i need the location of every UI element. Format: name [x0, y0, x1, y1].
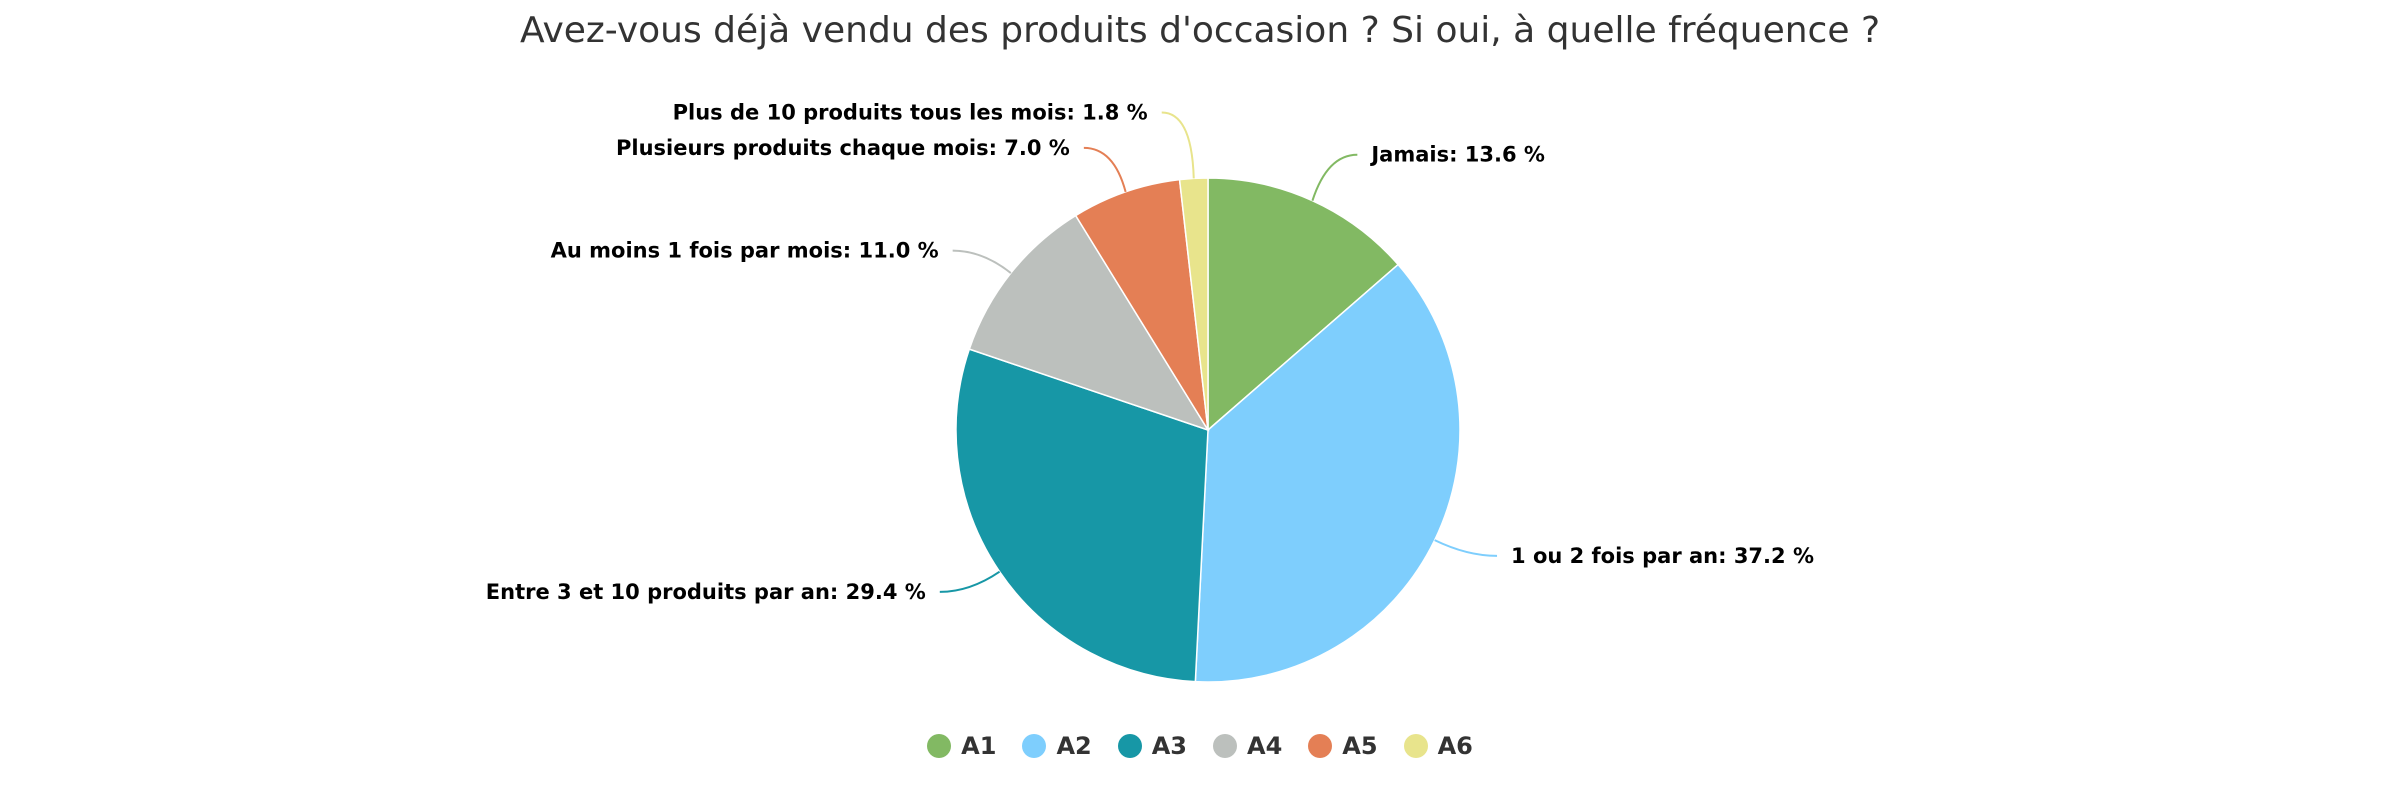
legend-label: A4: [1247, 732, 1283, 760]
slice-connector-a3: [939, 570, 1001, 593]
slice-data-label-a3: Entre 3 et 10 produits par an: 29.4 %: [486, 580, 926, 604]
slice-data-label-a1: Jamais: 13.6 %: [1369, 143, 1545, 167]
pie-slice-a1[interactable]: [1207, 177, 1400, 432]
slice-data-label-a4: Au moins 1 fois par mois: 11.0 %: [551, 239, 939, 263]
legend-item-a5[interactable]: A5: [1308, 732, 1378, 760]
legend-swatch-icon: [1403, 734, 1428, 758]
chart-legend: A1 A2 A3 A4 A5 A6: [0, 732, 2400, 760]
slice-data-label-a5: Plusieurs produits chaque mois: 7.0 %: [616, 136, 1070, 160]
slice-connector-a1: [1311, 153, 1358, 201]
legend-label: A6: [1437, 732, 1473, 760]
slice-connector-a4: [952, 249, 1012, 274]
slice-data-label-a6: Plus de 10 produits tous les mois: 1.8 %: [673, 100, 1148, 124]
pie-slice-a5[interactable]: [1074, 178, 1209, 431]
legend-swatch-icon: [927, 734, 952, 758]
legend-item-a3[interactable]: A3: [1117, 732, 1187, 760]
slice-connector-a2: [1434, 539, 1498, 557]
legend-swatch-icon: [1117, 734, 1142, 758]
legend-label: A3: [1151, 732, 1187, 760]
legend-item-a1[interactable]: A1: [927, 732, 996, 760]
legend-item-a6[interactable]: A6: [1403, 732, 1473, 760]
slice-connector-a6: [1161, 111, 1195, 179]
pie-slice-a4[interactable]: [968, 214, 1210, 432]
slice-connector-a5: [1083, 146, 1127, 193]
legend-item-a4[interactable]: A4: [1213, 732, 1282, 760]
slice-data-label-a2: 1 ou 2 fois par an: 37.2 %: [1511, 544, 1814, 568]
legend-label: A5: [1342, 732, 1378, 760]
legend-swatch-icon: [1022, 734, 1047, 758]
legend-item-a2[interactable]: A2: [1022, 732, 1092, 760]
legend-swatch-icon: [1308, 734, 1333, 758]
legend-label: A2: [1056, 732, 1092, 760]
legend-swatch-icon: [1213, 734, 1237, 758]
chart-title: Avez-vous déjà vendu des produits d'occa…: [519, 10, 1881, 51]
pie-slice-a2[interactable]: [1194, 263, 1461, 683]
legend-label: A1: [961, 732, 997, 760]
pie-slice-a6[interactable]: [1178, 177, 1209, 431]
